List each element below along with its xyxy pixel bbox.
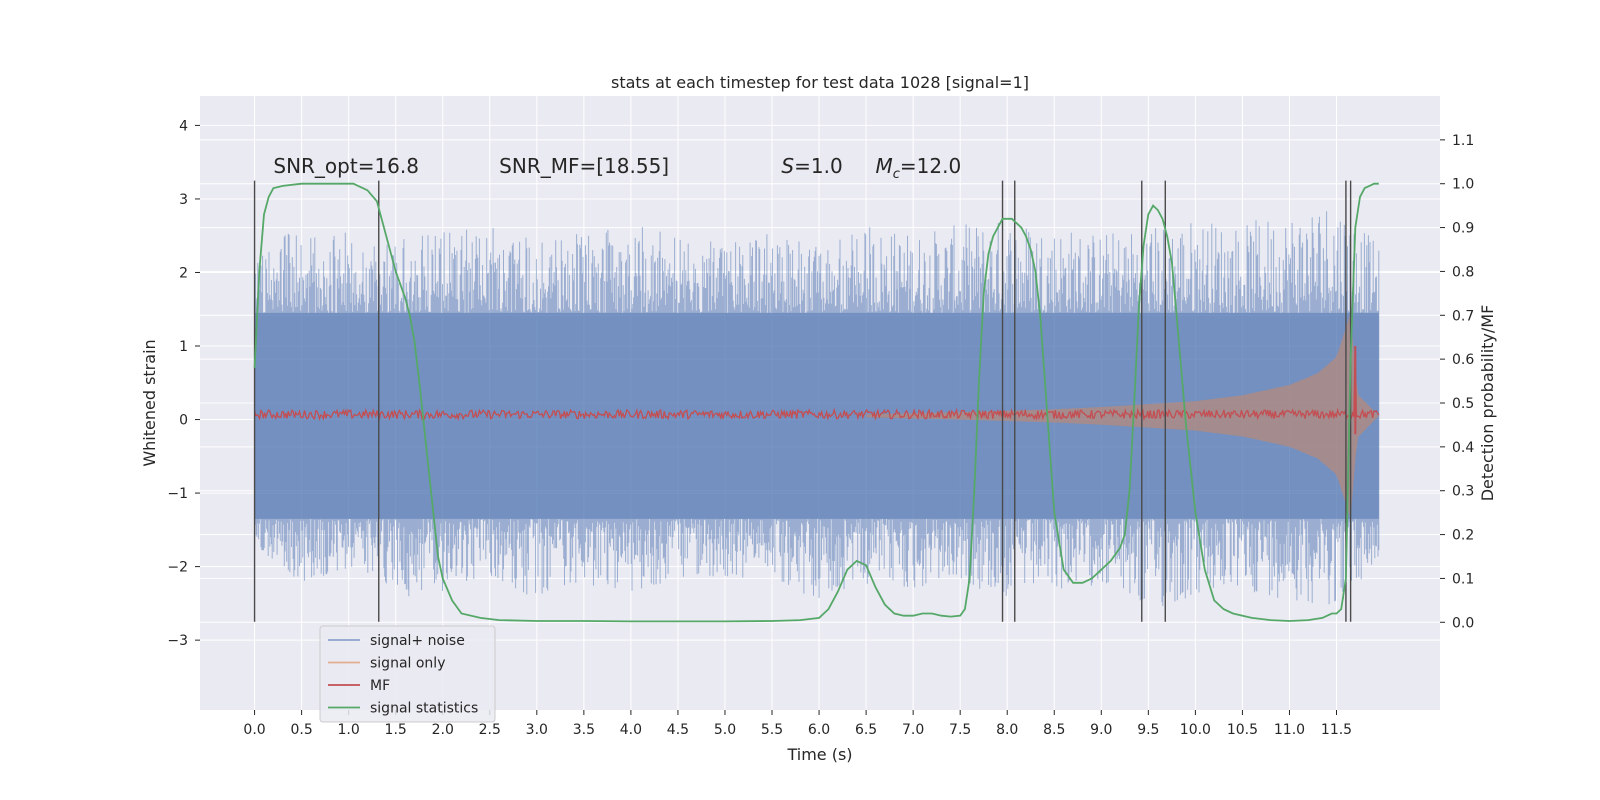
x-tick-label: 5.0: [714, 722, 736, 738]
y-tick-label: −3: [167, 633, 188, 649]
y-right-tick-label: 0.1: [1452, 571, 1474, 587]
x-axis-label: Time (s): [786, 745, 852, 764]
y-tick-label: 2: [179, 265, 188, 281]
x-tick-label: 10.5: [1227, 722, 1258, 738]
y-right-tick-label: 0.4: [1452, 440, 1474, 456]
signal-only-line: [866, 313, 1379, 519]
legend-items: signal+ noise signal only MF signal statist…: [328, 633, 478, 717]
legend-label: MF: [370, 678, 390, 694]
axes: 0.0 0.5 1.0 1.5 2.0 2.5 3.0 3.5 4.0 4.5 5.0 5.5 6.0 6…: [167, 118, 1474, 738]
x-tick-label: 2.5: [479, 722, 501, 738]
annotation-text: S=1.0: [781, 154, 842, 178]
annotation-text: Mc=12.0: [876, 154, 962, 182]
y-tick-label: 1: [179, 339, 188, 355]
annotation-text: SNR_opt=16.8: [273, 154, 419, 178]
legend-label: signal+ noise: [370, 633, 465, 649]
signal-statistics-line: [253, 182, 1379, 623]
x-tick-label: 0.0: [243, 722, 265, 738]
x-tick-label: 0.5: [290, 722, 312, 738]
legend: signal+ noise signal only MF signal statist…: [319, 625, 496, 723]
y-tick-label: −2: [167, 560, 188, 576]
x-tick-label: 11.0: [1274, 722, 1305, 738]
x-tick-label: 3.0: [526, 722, 548, 738]
y-right-tick-label: 1.1: [1452, 133, 1474, 149]
legend-label: signal only: [370, 656, 445, 672]
annotation-text: SNR_MF=[18.55]: [499, 154, 669, 178]
x-tick-label: 6.5: [855, 722, 877, 738]
data-layer: [253, 180, 1380, 623]
y-right-tick-label: 0.9: [1452, 221, 1474, 237]
y-right-tick-label: 1.0: [1452, 177, 1474, 193]
x-tick-label: 6.0: [808, 722, 830, 738]
x-tick-label: 5.5: [761, 722, 783, 738]
x-tick-label: 10.0: [1180, 722, 1211, 738]
x-tick-label: 7.0: [902, 722, 924, 738]
x-tick-label: 8.5: [1043, 722, 1065, 738]
x-tick-label: 2.0: [432, 722, 454, 738]
legend-label: signal statistics: [370, 701, 478, 717]
x-tick-label: 9.5: [1137, 722, 1159, 738]
y-right-tick-label: 0.6: [1452, 352, 1474, 368]
y-right-tick-label: 0.7: [1452, 308, 1474, 324]
x-tick-label: 4.5: [667, 722, 689, 738]
y-right-tick-label: 0.0: [1452, 615, 1474, 631]
x-tick-label: 11.5: [1321, 722, 1352, 738]
x-tick-label: 1.0: [338, 722, 360, 738]
y-tick-label: 0: [179, 413, 188, 429]
chart-title: stats at each timestep for test data 102…: [611, 73, 1029, 92]
x-tick-label: 3.5: [573, 722, 595, 738]
y-tick-label: 3: [179, 192, 188, 208]
y-tick-label: −1: [167, 486, 188, 502]
x-tick-label: 4.0: [620, 722, 642, 738]
mf-line: [253, 345, 1380, 422]
y-right-tick-label: 0.3: [1452, 484, 1474, 500]
y-tick-label: 4: [179, 118, 188, 134]
y-right-tick-label: 0.8: [1452, 264, 1474, 280]
y-axis-right-label: Detection probability/MF: [1478, 305, 1497, 502]
legend-box: [319, 625, 496, 723]
x-tick-label: 9.0: [1090, 722, 1112, 738]
x-tick-label: 1.5: [385, 722, 407, 738]
x-tick-label: 8.0: [996, 722, 1018, 738]
x-tick-label: 7.5: [949, 722, 971, 738]
annotations: SNR_opt=16.8 SNR_MF=[18.55] S=1.0 Mc=12.0: [273, 154, 961, 182]
y-right-tick-label: 0.2: [1452, 528, 1474, 544]
y-right-tick-label: 0.5: [1452, 396, 1474, 412]
y-axis-label: Whitened strain: [140, 339, 159, 466]
